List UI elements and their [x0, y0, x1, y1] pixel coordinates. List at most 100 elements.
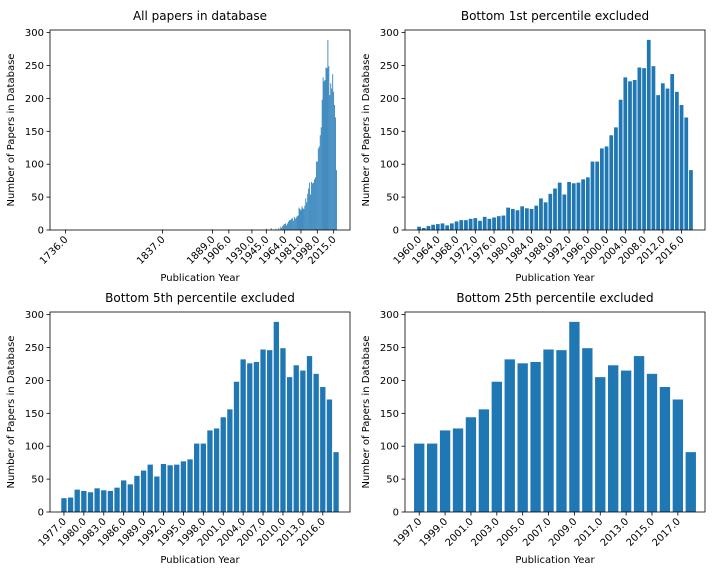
y-tick-label: 150	[25, 127, 44, 138]
x-axis-label: Publication Year	[515, 555, 595, 566]
bar	[94, 488, 100, 512]
bar	[320, 127, 322, 230]
bar	[628, 81, 632, 230]
y-axis-label: Number of Papers in Database	[361, 54, 372, 207]
y-tick-label: 250	[25, 61, 44, 72]
bar	[247, 363, 253, 512]
bar	[331, 88, 333, 230]
bar	[329, 95, 331, 230]
bar	[147, 464, 153, 512]
bar	[280, 226, 282, 230]
bar	[440, 223, 445, 230]
bar	[278, 228, 280, 230]
y-tick-label: 0	[393, 508, 399, 519]
bar	[326, 399, 333, 512]
bar	[227, 409, 233, 512]
bar	[557, 182, 562, 230]
bar	[213, 428, 220, 512]
bar	[313, 373, 319, 512]
y-tick-label: 0	[38, 508, 44, 519]
y-tick-label: 250	[380, 61, 399, 72]
bar	[465, 417, 477, 512]
bar	[569, 321, 580, 512]
bar	[450, 223, 454, 230]
y-axis-label: Number of Papers in Database	[361, 336, 372, 489]
bar	[67, 497, 74, 512]
bar	[539, 198, 543, 230]
bar	[595, 377, 606, 512]
bar	[501, 215, 506, 230]
y-tick-label: 50	[31, 193, 44, 204]
bar	[685, 452, 696, 512]
chart-title: All papers in database	[133, 9, 267, 23]
bar	[160, 463, 167, 512]
bar	[312, 183, 313, 230]
bar	[646, 39, 651, 230]
chart-title: Bottom 1st percentile excluded	[461, 9, 649, 23]
bar	[300, 210, 302, 230]
bar	[283, 224, 285, 230]
bar	[562, 194, 567, 230]
y-tick-label: 150	[380, 409, 399, 420]
bar	[306, 356, 313, 512]
bar	[311, 181, 312, 230]
bar	[233, 381, 240, 512]
bar	[473, 218, 478, 230]
bar	[672, 399, 684, 512]
chart-title: Bottom 25th percentile excluded	[456, 291, 653, 305]
x-tick-label: 2017.0	[650, 516, 683, 549]
bar	[684, 117, 689, 230]
bar	[530, 362, 541, 512]
bar	[297, 215, 299, 230]
bar	[307, 193, 309, 230]
bar	[324, 80, 326, 230]
bar	[618, 99, 623, 230]
bar	[435, 224, 440, 230]
y-tick-label: 250	[380, 343, 399, 354]
bar	[439, 430, 451, 512]
bar	[659, 387, 671, 512]
bar	[335, 117, 336, 230]
bar	[468, 218, 473, 230]
bar	[303, 208, 305, 230]
bar	[482, 216, 487, 230]
bar	[327, 39, 329, 230]
y-axis-label: Number of Papers in Database	[6, 54, 17, 207]
bar	[454, 221, 459, 230]
bar	[187, 459, 193, 512]
y-tick-label: 100	[380, 160, 399, 171]
bar	[140, 470, 147, 512]
bar	[291, 218, 293, 230]
bar	[282, 226, 284, 230]
bar	[270, 228, 272, 230]
bar	[320, 387, 326, 512]
y-tick-label: 50	[31, 475, 44, 486]
bar	[487, 218, 492, 230]
bar	[543, 202, 548, 230]
bar	[336, 170, 337, 230]
bar	[417, 226, 421, 230]
axes-frame	[49, 311, 351, 513]
bar	[632, 80, 637, 230]
bar	[310, 194, 311, 230]
bar	[515, 210, 520, 230]
bar	[288, 221, 289, 230]
bar	[332, 74, 334, 230]
y-tick-label: 300	[380, 28, 399, 39]
bar	[295, 217, 297, 230]
bar	[548, 193, 553, 230]
bar	[61, 498, 67, 512]
bar	[581, 179, 585, 230]
axes-frame	[49, 29, 351, 231]
bar	[207, 430, 213, 512]
bar	[529, 208, 534, 230]
bar	[289, 220, 290, 230]
bar	[431, 224, 435, 230]
bar	[308, 188, 310, 230]
bar	[328, 66, 330, 231]
bar	[510, 208, 515, 230]
bar	[421, 228, 426, 230]
y-tick-label: 100	[25, 442, 44, 453]
bar	[585, 177, 590, 230]
bar	[571, 183, 576, 230]
